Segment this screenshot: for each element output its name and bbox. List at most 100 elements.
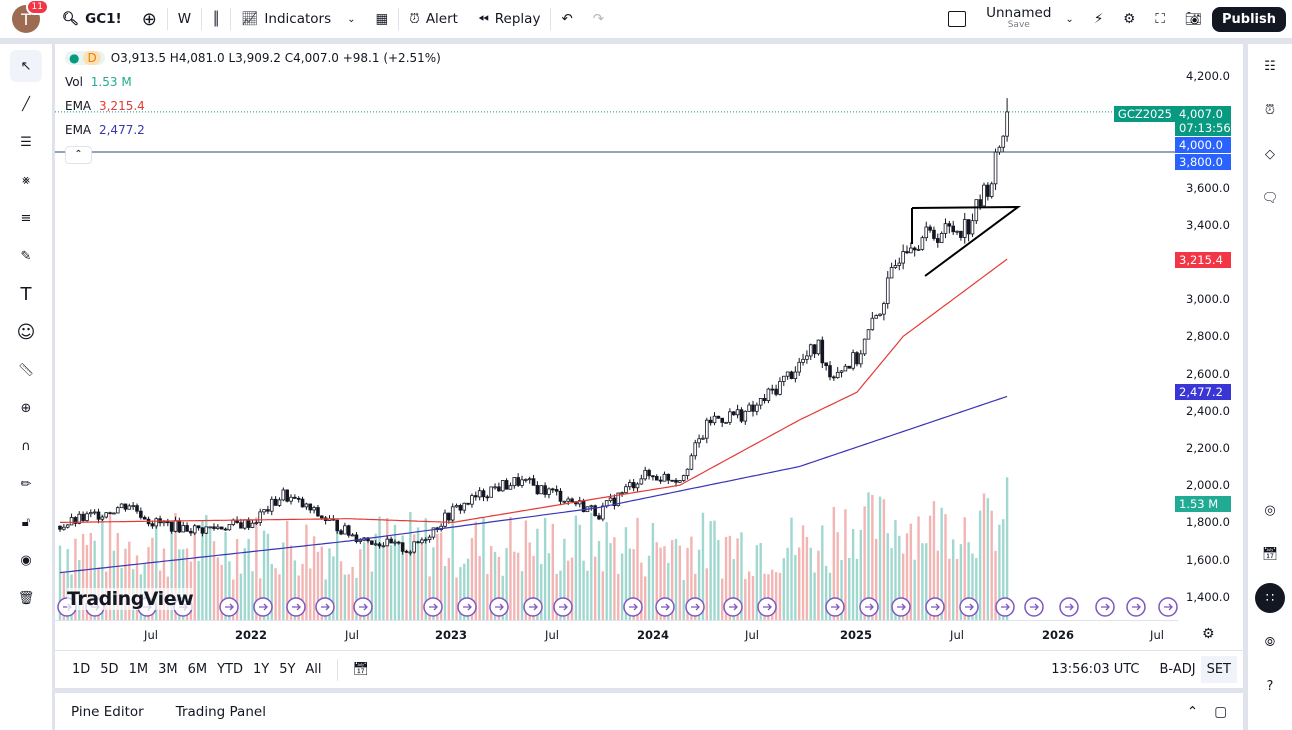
candle-body	[423, 539, 428, 541]
ema1-legend[interactable]: EMA 3,215.4	[65, 99, 145, 113]
watchlist-button[interactable]: ☷	[1248, 44, 1292, 88]
forecast-tool[interactable]: ≡	[10, 202, 42, 234]
volume-bar	[570, 557, 574, 620]
volume-bar	[709, 521, 712, 620]
emoji-tool[interactable]: ☺	[10, 316, 42, 348]
pattern-tool[interactable]: ⨳	[10, 164, 42, 196]
symbol-search-button[interactable]: 🔍︎ GC1!	[62, 11, 122, 27]
volume-bar	[278, 574, 281, 620]
collapse-legend-button[interactable]: ⌃	[65, 146, 92, 164]
ideas-button[interactable]: ◎	[1248, 488, 1292, 532]
help-button[interactable]: ?	[1248, 664, 1292, 708]
templates-button[interactable]: ▦	[366, 0, 399, 38]
candle-body	[966, 219, 971, 235]
candle-body	[181, 525, 186, 533]
volume-bar	[882, 499, 886, 620]
time-axis[interactable]: Jul 2022 Jul 2023 Jul 2024 Jul 2025 Jul 2026 Jul	[55, 620, 1178, 650]
layout-button[interactable]: Unnamed Save ⌄	[938, 0, 1084, 38]
settings-button[interactable]: ⚙	[1113, 0, 1145, 38]
fib-tool[interactable]: ☰	[10, 126, 42, 158]
lock-drawings-tool[interactable]: 🔓︎	[10, 506, 42, 538]
volume-bar	[224, 531, 227, 620]
volume-bar	[855, 558, 859, 620]
chat-button[interactable]: 🗨︎	[1248, 176, 1292, 220]
avatar[interactable]: T 11	[12, 0, 49, 33]
measure-tool[interactable]: 📏︎	[10, 354, 42, 386]
candle-body	[889, 267, 894, 279]
volume-bar	[678, 545, 682, 620]
chart-type-button[interactable]: ║	[202, 0, 230, 38]
products-button[interactable]: ∷	[1248, 576, 1292, 620]
candle-body	[319, 515, 324, 519]
candle-body	[208, 526, 212, 529]
hide-drawings-tool[interactable]: ◉	[10, 544, 42, 576]
chart-canvas[interactable]	[55, 44, 1243, 650]
chart-pane[interactable]: ● D O3,913.5 H4,081.0 L3,909.2 C4,007.0 +…	[55, 44, 1243, 650]
delete-drawings-tool[interactable]: 🗑︎	[10, 582, 42, 614]
ema2-legend[interactable]: EMA 2,477.2	[65, 123, 145, 137]
candle-body	[909, 247, 913, 254]
publish-button[interactable]: Publish	[1212, 6, 1286, 32]
candle-body	[139, 510, 143, 518]
range-1y[interactable]: 1Y	[252, 662, 270, 677]
volume-bar	[216, 557, 220, 620]
range-high-label: 4,000.0	[1175, 137, 1231, 153]
magnet-tool[interactable]: ∩	[10, 430, 42, 462]
range-1d[interactable]: 1D	[72, 662, 91, 677]
session-button[interactable]: SET	[1200, 656, 1237, 683]
interval-button[interactable]: W	[177, 11, 192, 27]
tab-trading-panel[interactable]: Trading Panel	[175, 703, 266, 720]
range-5y[interactable]: 5Y	[279, 662, 296, 677]
volume-bar	[921, 543, 924, 620]
volume-legend[interactable]: Vol 1.53 M	[65, 75, 132, 89]
cursor-tool[interactable]: ↖	[10, 50, 42, 82]
expand-panel-button[interactable]: ⌃	[1171, 704, 1214, 720]
volume-bar	[1005, 477, 1009, 620]
quick-search-button[interactable]: ⚡︎	[1084, 0, 1113, 38]
candle-body	[285, 489, 289, 502]
axis-settings-button[interactable]: ⚙	[1202, 626, 1215, 642]
volume-bar	[798, 547, 801, 620]
range-all[interactable]: All	[305, 662, 322, 677]
range-1m[interactable]: 1M	[128, 662, 149, 677]
chevron-down-icon: ⌄	[1065, 13, 1074, 25]
brush-tool[interactable]: ✎	[10, 240, 42, 272]
keep-drawing-tool[interactable]: ✏	[10, 468, 42, 500]
screenshot-button[interactable]: 📷︎	[1175, 0, 1212, 38]
range-ytd[interactable]: YTD	[217, 662, 243, 677]
adjustment-button[interactable]: B-ADJ	[1159, 662, 1196, 677]
compare-button[interactable]: ⊕	[132, 0, 167, 38]
tab-pine-editor[interactable]: Pine Editor	[71, 703, 144, 720]
maximize-panel-button[interactable]: ▢	[1214, 704, 1243, 720]
trash-icon: 🗑︎	[17, 590, 35, 606]
undo-button[interactable]: ↶	[551, 0, 582, 38]
signals-button[interactable]: ⦾	[1248, 620, 1292, 664]
alert-button[interactable]: ⏰︎ Alert	[409, 11, 458, 27]
replay-button[interactable]: ⏪︎ Replay	[477, 11, 541, 27]
candle-body	[839, 370, 844, 373]
candle-body	[635, 483, 640, 489]
triangle-pattern-drawing	[911, 205, 1022, 277]
redo-button[interactable]: ↷	[583, 0, 614, 38]
ema2-price-label: 2,477.2	[1175, 384, 1231, 400]
object-tree-button[interactable]: ◇	[1248, 132, 1292, 176]
zoom-tool[interactable]: ⊕	[10, 392, 42, 424]
fullscreen-button[interactable]: ⛶	[1145, 0, 1174, 38]
trend-line-tool[interactable]: ╱	[10, 88, 42, 120]
range-6m[interactable]: 6M	[187, 662, 208, 677]
candle-body	[281, 489, 286, 501]
alerts-button[interactable]: ⏰︎	[1248, 88, 1292, 132]
range-5d[interactable]: 5D	[100, 662, 119, 677]
price-axis[interactable]: 4,200.0 3,600.0 3,400.0 3,000.0 2,800.0 2,600…	[1178, 44, 1243, 620]
volume-bar	[262, 530, 266, 620]
volume-bar	[717, 540, 720, 620]
indicators-button[interactable]: 📈︎ Indicators ⌄	[241, 11, 356, 27]
divider	[201, 8, 203, 30]
text-tool[interactable]: T	[10, 278, 42, 310]
calendar-button[interactable]: 📅︎	[1248, 532, 1292, 576]
timezone-button[interactable]: 13:56:03 UTC	[1051, 662, 1140, 677]
volume-bar	[840, 559, 843, 620]
go-to-date-button[interactable]: 📅︎	[348, 662, 375, 677]
volume-bar	[151, 537, 154, 620]
range-3m[interactable]: 3M	[158, 662, 178, 677]
